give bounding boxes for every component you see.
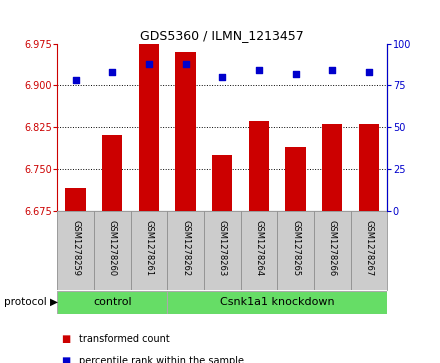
- Text: GSM1278260: GSM1278260: [108, 220, 117, 276]
- Bar: [351, 211, 387, 290]
- Text: GSM1278262: GSM1278262: [181, 220, 190, 276]
- Bar: [286, 147, 306, 211]
- Bar: [241, 211, 277, 290]
- Text: GSM1278264: GSM1278264: [254, 220, 264, 276]
- Bar: [322, 124, 342, 211]
- Point: [329, 68, 336, 73]
- Bar: [359, 124, 379, 211]
- Text: percentile rank within the sample: percentile rank within the sample: [79, 356, 244, 363]
- Point: [145, 61, 152, 66]
- Bar: [102, 135, 122, 211]
- Text: GSM1278267: GSM1278267: [364, 220, 374, 276]
- Text: Csnk1a1 knockdown: Csnk1a1 knockdown: [220, 297, 334, 307]
- Bar: [277, 211, 314, 290]
- Text: ■: ■: [62, 356, 71, 363]
- Text: GSM1278259: GSM1278259: [71, 220, 80, 276]
- Text: GSM1278263: GSM1278263: [218, 220, 227, 276]
- Point: [182, 61, 189, 66]
- Bar: [94, 211, 131, 290]
- Point: [219, 74, 226, 80]
- Bar: [212, 155, 232, 211]
- Point: [365, 69, 372, 75]
- Text: control: control: [93, 297, 132, 307]
- Bar: [204, 211, 241, 290]
- Text: transformed count: transformed count: [79, 334, 170, 344]
- Bar: [176, 52, 196, 211]
- Text: GSM1278261: GSM1278261: [144, 220, 154, 276]
- Text: GSM1278265: GSM1278265: [291, 220, 300, 276]
- Text: protocol ▶: protocol ▶: [4, 297, 59, 307]
- Title: GDS5360 / ILMN_1213457: GDS5360 / ILMN_1213457: [140, 29, 304, 42]
- Bar: [314, 211, 351, 290]
- Text: GSM1278266: GSM1278266: [328, 220, 337, 276]
- Bar: [131, 211, 167, 290]
- Bar: [57, 211, 94, 290]
- Bar: [167, 291, 387, 314]
- Bar: [249, 122, 269, 211]
- Bar: [139, 44, 159, 211]
- Text: ■: ■: [62, 334, 71, 344]
- Point: [255, 68, 262, 73]
- Point: [109, 69, 116, 75]
- Point: [72, 77, 79, 83]
- Bar: [66, 188, 86, 211]
- Point: [292, 71, 299, 77]
- Bar: [167, 211, 204, 290]
- Bar: [57, 291, 167, 314]
